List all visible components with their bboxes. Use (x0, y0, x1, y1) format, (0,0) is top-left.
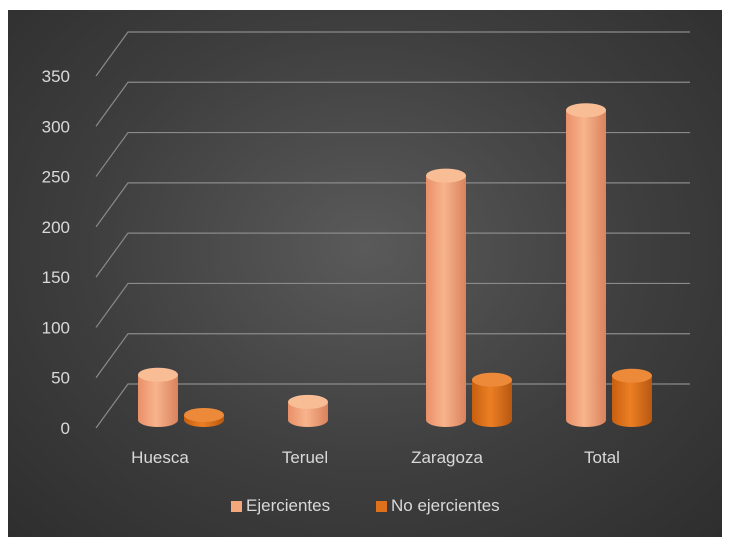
legend-label: Ejercientes (246, 496, 330, 515)
bar (566, 110, 606, 428)
bar-top (426, 168, 466, 183)
bar-top (566, 103, 606, 118)
bar (138, 374, 178, 427)
gridline (95, 333, 690, 379)
bar-top (138, 367, 178, 382)
y-tick-label: 350 (42, 67, 70, 86)
y-tick-label: 0 (61, 419, 70, 438)
gridline (95, 232, 690, 278)
bar (472, 379, 512, 427)
gridline (95, 182, 690, 228)
bar-top (612, 368, 652, 383)
y-tick-label: 200 (42, 218, 70, 237)
gridline (95, 31, 690, 77)
y-tick-label: 150 (42, 268, 70, 287)
bar (288, 401, 328, 427)
legend-label: No ejercientes (391, 496, 500, 515)
bar (426, 175, 466, 427)
y-tick-label: 250 (42, 168, 70, 187)
bar-top (288, 394, 328, 409)
legend-swatch (376, 501, 387, 512)
bar-top (184, 407, 224, 422)
bar (612, 375, 652, 427)
legend-swatch (231, 501, 242, 512)
y-tick-label: 100 (42, 318, 70, 337)
gridline (95, 81, 690, 127)
x-category-label: Zaragoza (411, 448, 483, 467)
gridline (95, 131, 690, 177)
x-category-label: Huesca (131, 448, 189, 467)
bar-top (472, 372, 512, 387)
y-tick-label: 50 (51, 369, 70, 388)
bar-chart: 0 50 100 150 200 250 300 350 Huesca Teruel Zaragoz… (42, 31, 690, 515)
x-category-label: Teruel (282, 448, 328, 467)
x-category-label: Total (584, 448, 620, 467)
chart-panel: 0 50 100 150 200 250 300 350 Huesca Teruel Zaragoz… (8, 10, 722, 537)
y-tick-label: 300 (42, 117, 70, 136)
gridline (95, 282, 690, 328)
